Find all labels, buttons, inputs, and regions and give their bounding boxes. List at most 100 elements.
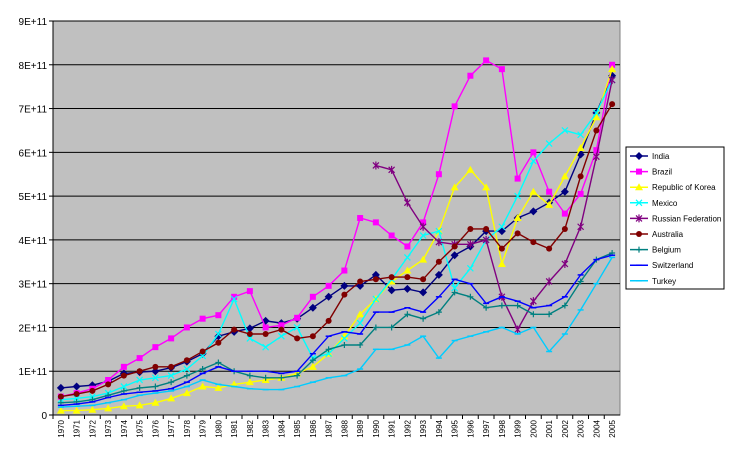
- x-tick-label: 1970: [57, 419, 66, 437]
- data-point-india: [371, 270, 380, 279]
- data-point-brazil: [609, 61, 616, 68]
- data-point-republic-of-korea: [482, 183, 491, 191]
- y-tick-label: 9E+11: [19, 17, 48, 28]
- data-point-belgium: [357, 341, 364, 348]
- data-point-australia: [325, 317, 332, 324]
- data-point-republic-of-korea: [419, 255, 428, 263]
- data-point-australia: [183, 357, 190, 364]
- series-republic-of-korea: [56, 65, 617, 414]
- y-tick-label: 4E+11: [19, 236, 48, 247]
- data-point-russian-federation: [419, 222, 427, 231]
- data-point-australia: [577, 173, 584, 180]
- data-point-mexico: [466, 264, 474, 272]
- data-point-belgium: [498, 302, 505, 309]
- data-point-belgium: [120, 387, 127, 394]
- legend-label: Mexico: [652, 199, 678, 208]
- series-group: [56, 57, 617, 414]
- y-tick-label: 7E+11: [19, 105, 48, 116]
- x-tick-label: 1996: [466, 419, 475, 437]
- legend-item-belgium: Belgium: [630, 246, 681, 255]
- x-tick-label: 1979: [199, 419, 208, 437]
- data-point-australia: [105, 381, 112, 388]
- legend-item-republic-of-korea: Republic of Korea: [630, 183, 716, 192]
- data-point-belgium: [530, 311, 537, 318]
- data-point-belgium: [183, 372, 190, 379]
- data-point-brazil: [388, 232, 395, 239]
- data-point-australia: [609, 101, 616, 108]
- data-point-mexico: [199, 352, 207, 360]
- data-point-mexico: [262, 343, 270, 351]
- x-tick-label: 1973: [104, 419, 113, 437]
- series-line-republic-of-korea: [60, 68, 613, 412]
- data-point-india: [308, 303, 317, 312]
- data-point-australia: [593, 127, 600, 134]
- data-point-brazil: [593, 147, 600, 154]
- legend-marker: [635, 152, 643, 160]
- x-tick-label: 1977: [167, 419, 176, 437]
- data-point-australia: [388, 274, 395, 281]
- legend-item-brazil: Brazil: [630, 168, 672, 177]
- data-point-india: [450, 251, 459, 260]
- data-point-brazil: [136, 355, 143, 362]
- data-point-republic-of-korea: [135, 401, 144, 409]
- y-tick-label: 3E+11: [19, 280, 48, 291]
- data-point-republic-of-korea: [356, 310, 365, 318]
- x-tick-label: 1981: [230, 419, 239, 437]
- data-point-india: [72, 382, 81, 391]
- legend-label: India: [652, 152, 670, 161]
- data-point-republic-of-korea: [592, 113, 601, 121]
- data-point-russian-federation: [466, 240, 474, 249]
- data-point-australia: [341, 291, 348, 298]
- data-point-australia: [215, 339, 222, 346]
- data-point-republic-of-korea: [560, 172, 569, 180]
- x-tick-label: 1998: [498, 419, 507, 437]
- data-point-australia: [498, 245, 505, 252]
- data-point-brazil: [483, 57, 490, 64]
- x-tick-label: 2005: [608, 419, 617, 437]
- data-point-belgium: [152, 383, 159, 390]
- data-point-australia: [89, 387, 96, 394]
- x-tick-label: 1982: [246, 419, 255, 437]
- data-point-russian-federation: [388, 165, 396, 174]
- data-point-mexico: [403, 253, 411, 261]
- plot-background: [52, 20, 621, 416]
- data-point-russian-federation: [561, 259, 569, 268]
- data-point-mexico: [592, 109, 600, 117]
- data-point-belgium: [577, 278, 584, 285]
- data-point-russian-federation: [529, 297, 537, 306]
- data-point-republic-of-korea: [529, 187, 538, 195]
- data-point-australia: [294, 335, 301, 342]
- data-point-belgium: [278, 374, 285, 381]
- data-point-mexico: [545, 140, 553, 148]
- data-point-brazil: [168, 335, 175, 342]
- data-point-republic-of-korea: [167, 394, 176, 402]
- data-point-mexico: [73, 394, 81, 402]
- data-point-russian-federation: [482, 235, 490, 244]
- data-point-mexico: [372, 295, 380, 303]
- data-point-brazil: [325, 282, 332, 289]
- data-point-russian-federation: [514, 325, 522, 334]
- data-point-russian-federation: [545, 277, 553, 286]
- x-tick-label: 1988: [340, 419, 349, 437]
- legend-label: Belgium: [652, 246, 681, 255]
- x-tick-label: 2003: [577, 419, 586, 437]
- legend-label: Switzerland: [652, 261, 693, 270]
- x-tick-label: 1974: [120, 419, 129, 437]
- legend-item-turkey: Turkey: [630, 277, 676, 286]
- data-point-mexico: [435, 227, 443, 235]
- data-point-mexico: [230, 295, 238, 303]
- data-point-brazil: [246, 288, 253, 295]
- data-point-australia: [435, 258, 442, 265]
- data-point-australia: [199, 348, 206, 355]
- data-point-belgium: [168, 379, 175, 386]
- data-point-india: [56, 383, 65, 392]
- series-line-mexico: [60, 79, 613, 401]
- data-point-australia: [514, 230, 521, 237]
- data-point-india: [151, 367, 160, 376]
- x-tick-label: 1999: [514, 419, 523, 437]
- data-point-belgium: [451, 289, 458, 296]
- data-point-belgium: [262, 374, 269, 381]
- plot-area: [52, 20, 621, 416]
- data-point-belgium: [372, 324, 379, 331]
